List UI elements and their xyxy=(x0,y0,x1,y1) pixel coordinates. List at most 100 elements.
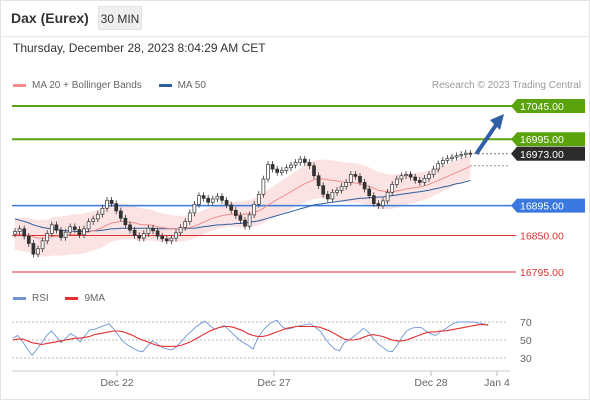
candle-body xyxy=(390,184,395,193)
candle-body xyxy=(445,158,450,161)
level-label-text: 16895.00 xyxy=(520,201,564,213)
candle-body xyxy=(215,195,220,200)
candle-body xyxy=(385,191,390,202)
candle-body xyxy=(68,226,73,233)
candle-body xyxy=(252,203,257,216)
candle-body xyxy=(201,195,206,199)
candle-body xyxy=(160,235,165,240)
candle-body xyxy=(316,175,321,187)
candle-body xyxy=(362,182,367,190)
candle-body xyxy=(118,210,123,219)
ma20-line xyxy=(15,165,471,239)
legend-rsi-ma-label: 9MA xyxy=(84,293,106,304)
candle-body xyxy=(233,209,238,216)
candle-body xyxy=(45,233,50,242)
candle-body xyxy=(155,230,160,237)
legend-item-rsi: RSI xyxy=(13,293,49,304)
level-label-box xyxy=(511,99,585,113)
level-label-16895.00: 16895.00 xyxy=(511,198,585,213)
candle-body xyxy=(459,154,464,157)
level-label-box xyxy=(511,198,585,213)
ma50-swatch xyxy=(158,83,172,87)
candle-body xyxy=(367,188,372,196)
candle-body xyxy=(17,228,22,232)
candle-body xyxy=(261,178,266,195)
level-label-17045.00: 17045.00 xyxy=(511,99,585,113)
candle-body xyxy=(26,235,31,244)
candle-body xyxy=(358,176,362,183)
candle-body xyxy=(220,195,224,201)
candle-body xyxy=(302,158,307,163)
legend-ma50-label: MA 50 xyxy=(177,80,206,91)
rsi-ma-line xyxy=(12,324,489,347)
candle-body xyxy=(325,193,330,200)
candle-body xyxy=(454,155,459,158)
x-tick-label: Dec 27 xyxy=(257,377,290,389)
candle-body xyxy=(376,203,381,206)
x-tick-label: Jan 4 xyxy=(484,377,510,389)
candle-body xyxy=(141,233,146,239)
level-label-16850.00: 16850.00 xyxy=(520,230,564,242)
legend-item-ma20: MA 20 + Bollinger Bands xyxy=(13,80,142,91)
candle-body xyxy=(224,199,229,206)
level-label-16795.00: 16795.00 xyxy=(520,267,564,279)
candle-body xyxy=(298,158,303,163)
ma20-swatch xyxy=(13,83,26,87)
level-label-box xyxy=(511,146,585,161)
candle-body xyxy=(151,227,155,232)
x-tick-label: Dec 22 xyxy=(100,377,133,389)
candle-body xyxy=(371,195,376,204)
candle-body xyxy=(468,152,473,155)
candle-body xyxy=(210,198,215,203)
candle-body xyxy=(307,162,312,167)
candle-body xyxy=(100,207,105,215)
rsi-tick-50: 50 xyxy=(520,335,532,347)
candle-body xyxy=(289,164,293,169)
legend-item-ma50: MA 50 xyxy=(158,80,206,91)
candle-body xyxy=(31,243,36,255)
candle-body xyxy=(256,193,261,205)
candle-body xyxy=(321,185,326,195)
candle-body xyxy=(169,237,174,242)
candle-body xyxy=(105,199,109,209)
candle-body xyxy=(178,227,183,234)
candle-body xyxy=(312,165,316,177)
candle-body xyxy=(247,214,252,227)
candle-body xyxy=(348,174,353,183)
candle-body xyxy=(132,229,137,236)
candle-body xyxy=(381,200,385,206)
candle-body xyxy=(40,240,45,250)
candle-body xyxy=(344,182,349,187)
candle-body xyxy=(22,228,27,237)
header-bar: Dax (Eurex) 30 MIN xyxy=(0,0,590,37)
candle-body xyxy=(417,180,422,183)
candle-body xyxy=(36,248,40,255)
candle-body xyxy=(13,231,17,235)
rsi-tick-70: 70 xyxy=(520,317,532,329)
candle-body xyxy=(275,168,280,173)
rsi-line xyxy=(12,319,489,357)
candle-body xyxy=(238,215,243,221)
interval-button[interactable]: 30 MIN xyxy=(98,6,142,30)
candle-body xyxy=(59,229,63,238)
candle-body xyxy=(431,168,436,175)
rsi-tick-30: 30 xyxy=(520,353,532,365)
candle-body xyxy=(440,160,445,165)
level-label-16973.00: 16973.00 xyxy=(511,146,585,161)
candle-body xyxy=(427,174,431,179)
candle-body xyxy=(183,221,188,228)
research-credit: Research © 2023 Trading Central xyxy=(431,80,581,91)
candle-body xyxy=(463,152,468,155)
rsi-ma-swatch xyxy=(65,296,79,300)
candle-body xyxy=(72,226,77,230)
candle-body xyxy=(54,224,59,231)
candle-body xyxy=(63,231,68,238)
candle-body xyxy=(279,170,284,173)
level-label-text: 16973.00 xyxy=(520,149,564,161)
target-arrow-head xyxy=(490,114,504,130)
candle-body xyxy=(404,174,408,177)
candle-body xyxy=(128,224,132,231)
target-arrow-shaft xyxy=(474,120,500,155)
candle-body xyxy=(339,185,344,191)
candle-body xyxy=(187,212,192,222)
